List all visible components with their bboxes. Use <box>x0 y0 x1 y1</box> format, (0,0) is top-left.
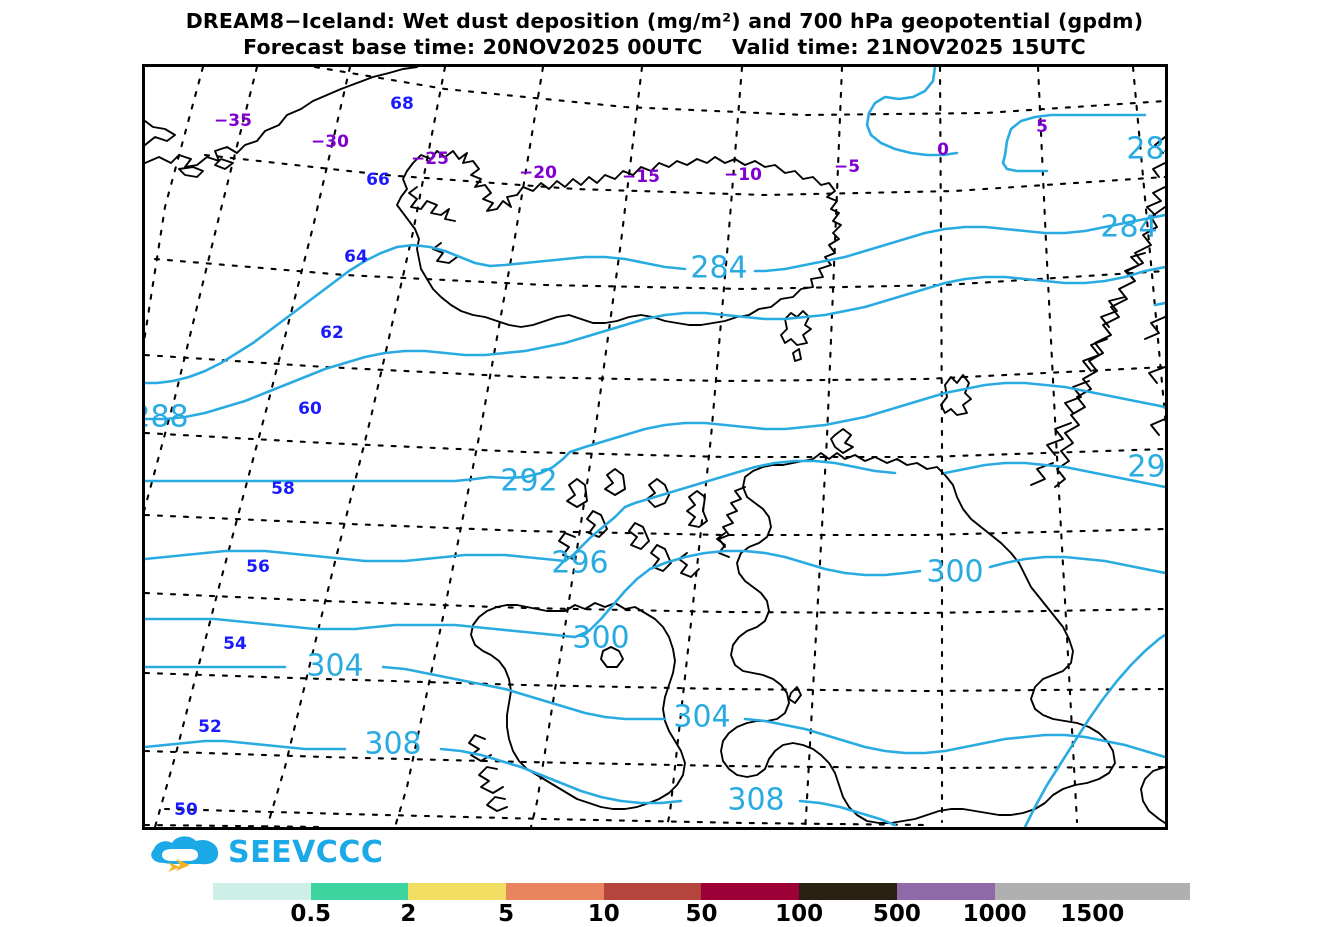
coastline-orkney <box>830 428 854 454</box>
latitude-label: 52 <box>198 717 222 737</box>
colorbar-segment <box>994 883 1093 900</box>
colorbar-tick-labels: 0.5 2 5 10 50 100 500 1000 1500 <box>213 901 1190 927</box>
logo-text: SEEVCCC <box>228 835 384 870</box>
contour-280 <box>865 67 959 157</box>
contour-308 <box>145 739 347 751</box>
contour-label: 284 <box>690 251 747 286</box>
colorbar-tick-label: 1000 <box>962 901 1027 927</box>
longitude-label: −20 <box>519 163 557 183</box>
longitude-label: −5 <box>834 157 860 177</box>
colorbar-tick-label: 500 <box>872 901 921 927</box>
contour-label: 300 <box>572 621 629 656</box>
colorbar-tick-label: 0.5 <box>290 901 332 927</box>
contour-label: 300 <box>926 555 983 590</box>
forecast-time-subtitle: Forecast base time: 20NOV2025 00UTC Vali… <box>243 35 1086 59</box>
latitude-label: 66 <box>366 170 390 190</box>
map-panel[interactable]: 2802842842882882922922962963003003043043… <box>142 64 1168 830</box>
map-canvas[interactable]: 2802842842882882922922962963003003043043… <box>145 67 1165 827</box>
latitude-label: 54 <box>223 634 247 654</box>
geopotential-contours <box>145 67 1165 827</box>
colorbar-segment <box>310 883 409 900</box>
contour-label: 304 <box>306 649 363 684</box>
longitude-label-group: −35 −30 −25 −20 −15 −10 −5 0 5 <box>214 111 1048 187</box>
latitude-label: 68 <box>390 94 414 114</box>
colorbar-segment <box>701 883 800 900</box>
contour-label: 280 <box>1126 132 1165 167</box>
contour-label: 304 <box>673 700 730 735</box>
latitude-label: 64 <box>344 247 368 267</box>
contour-label: 308 <box>364 727 421 762</box>
arrow-icon <box>176 859 190 871</box>
colorbar-tick-label: 100 <box>775 901 824 927</box>
colorbar-gradient <box>213 883 1190 900</box>
coastline-denmark <box>1140 766 1165 824</box>
title-block: DREAM8−Iceland: Wet dust deposition (mg/… <box>0 8 1329 60</box>
contour-label: 284 <box>1100 210 1157 245</box>
graticule-meridians <box>145 67 1165 827</box>
latitude-label: 58 <box>271 479 295 499</box>
contour-label: 296 <box>551 546 608 581</box>
latitude-label: 56 <box>246 557 270 577</box>
longitude-label: −10 <box>724 165 762 185</box>
colorbar-segment <box>506 883 604 900</box>
colorbar-tick-label: 1500 <box>1060 901 1125 927</box>
contour-arc-lower-right <box>1023 633 1165 827</box>
longitude-label: −15 <box>622 167 660 187</box>
longitude-label: 0 <box>937 140 949 160</box>
colorbar-segment <box>408 883 507 900</box>
latitude-label: 62 <box>320 323 344 343</box>
contour-284 <box>753 213 1165 273</box>
coastline-norway <box>1054 206 1165 488</box>
colorbar-segment <box>896 883 995 900</box>
longitude-label: −25 <box>411 149 449 169</box>
page-title: DREAM8−Iceland: Wet dust deposition (mg/… <box>185 9 1144 33</box>
colorbar-tick-label: 5 <box>498 901 515 927</box>
coastline-iceland <box>396 150 842 328</box>
longitude-label: −35 <box>214 111 252 131</box>
colorbar-segment <box>1092 883 1190 900</box>
seevccc-logo: SEEVCCC <box>146 833 383 877</box>
colorbar-tick-label: 2 <box>400 901 417 927</box>
coastline-greenland <box>145 67 418 178</box>
contour-296 <box>943 461 1165 489</box>
latitude-label: 50 <box>174 800 198 820</box>
latitude-label-group: 68 66 64 62 60 58 56 54 52 50 <box>174 94 414 820</box>
colorbar-segment <box>603 883 702 900</box>
colorbar-segment <box>799 883 897 900</box>
longitude-label: −30 <box>311 132 349 152</box>
colorbar: 0.5 2 5 10 50 100 500 1000 1500 <box>213 883 1190 927</box>
contour-label: 296 <box>1127 450 1165 485</box>
coastline-isle-of-man <box>788 686 802 704</box>
coastline-shetland <box>940 374 972 416</box>
contour-300 <box>988 555 1165 575</box>
latitude-label: 60 <box>298 399 322 419</box>
contour-label-group: 2802842842882882922922962963003003043043… <box>145 132 1165 818</box>
coastline-ireland <box>470 602 686 810</box>
colorbar-tick-label: 10 <box>587 901 620 927</box>
graticule-parallels <box>145 67 1165 827</box>
contour-label: 308 <box>727 783 784 818</box>
contour-label: 288 <box>145 400 189 435</box>
contour-label: 292 <box>500 464 557 499</box>
contour-288 <box>145 265 1165 421</box>
contour-292 <box>568 381 1165 454</box>
longitude-label: 5 <box>1036 117 1048 137</box>
colorbar-tick-label: 50 <box>685 901 718 927</box>
colorbar-segment <box>213 883 311 900</box>
cloud-icon <box>151 836 219 872</box>
coastline-faroe <box>780 310 812 362</box>
